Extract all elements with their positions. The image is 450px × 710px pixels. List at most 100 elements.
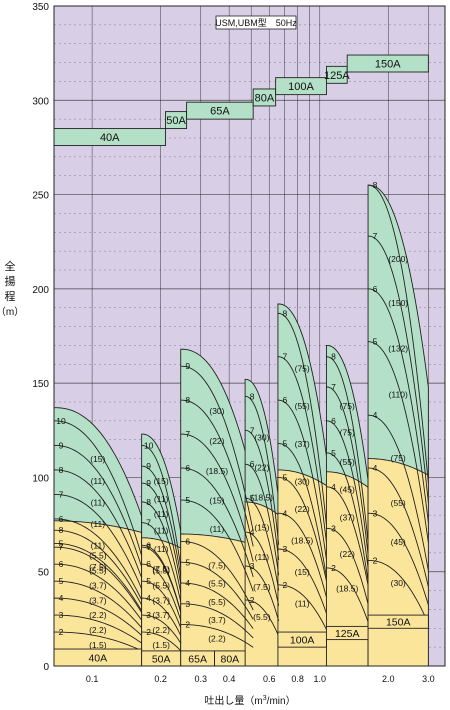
stage-number-label: 7 bbox=[250, 425, 255, 435]
stage-number-label: 8 bbox=[185, 395, 190, 405]
motor-power-label: (18.5) bbox=[206, 466, 228, 476]
bottom-size-label: 125A bbox=[335, 628, 360, 640]
stage-number-label: 5 bbox=[146, 576, 151, 586]
x-tick-label: 3.0 bbox=[422, 674, 435, 684]
motor-power-label: (11) bbox=[91, 497, 106, 507]
performance-curve bbox=[368, 467, 429, 587]
motor-power-label: (55) bbox=[340, 457, 355, 467]
performance-curve bbox=[180, 541, 254, 611]
performance-curve bbox=[368, 341, 429, 543]
motor-power-label: (11) bbox=[154, 494, 169, 504]
y-axis-unit: （m） bbox=[0, 306, 24, 318]
size-label-box bbox=[275, 77, 327, 96]
performance-curve bbox=[141, 563, 182, 621]
size-label: 65A bbox=[210, 106, 230, 118]
stage-number-label: 8 bbox=[146, 497, 151, 507]
stage-number-label: 7 bbox=[146, 542, 151, 552]
motor-power-label: (75) bbox=[340, 427, 355, 437]
stage-number-label: 6 bbox=[146, 540, 151, 550]
performance-curve bbox=[180, 561, 254, 620]
y-tick-label: 50 bbox=[38, 568, 50, 579]
performance-curve bbox=[326, 452, 369, 581]
performance-curve bbox=[53, 542, 143, 612]
size-label: 100A bbox=[288, 81, 314, 93]
performance-curve bbox=[326, 420, 369, 569]
motor-power-label: (11) bbox=[154, 509, 169, 519]
motor-power-label: (15) bbox=[295, 567, 310, 577]
stage-number-label: 6 bbox=[373, 284, 378, 294]
stage-number-label: 2 bbox=[146, 627, 151, 637]
motor-power-label: (30) bbox=[209, 406, 224, 416]
size-label: 125A bbox=[324, 70, 350, 82]
y-tick-label: 250 bbox=[32, 191, 49, 202]
motor-power-label: (22) bbox=[295, 504, 310, 514]
y-axis-title-char-3: 程 bbox=[5, 290, 16, 303]
performance-curve bbox=[368, 559, 429, 624]
y-tick-label: 350 bbox=[32, 2, 49, 13]
y-axis-title: 全 揚 程 （m） bbox=[0, 259, 24, 318]
motor-power-label: (1.5) bbox=[89, 640, 107, 650]
stage-number-label: 3 bbox=[373, 508, 378, 518]
bottom-size-label: 80A bbox=[220, 653, 239, 665]
x-tick-label: 2.0 bbox=[382, 674, 395, 684]
size-label-box bbox=[252, 88, 277, 107]
performance-curve bbox=[245, 463, 280, 576]
performance-curve bbox=[245, 395, 280, 545]
high-head-region bbox=[277, 303, 327, 487]
motor-power-label: (18.5) bbox=[251, 492, 273, 502]
size-label: 80A bbox=[255, 92, 275, 104]
y-axis-title-char-1: 全 bbox=[5, 259, 16, 273]
stage-number-label: 5 bbox=[59, 576, 64, 586]
performance-curve bbox=[368, 414, 429, 571]
motor-power-label: (11) bbox=[91, 519, 106, 529]
motor-power-label: (5.5) bbox=[253, 612, 271, 622]
motor-power-label: (55) bbox=[391, 498, 406, 508]
y-tick-label: 100 bbox=[32, 473, 49, 484]
motor-power-label: (3.7) bbox=[152, 595, 170, 605]
motor-power-label: (37) bbox=[340, 512, 355, 522]
performance-curve bbox=[277, 512, 327, 598]
bottom-size-label: 65A bbox=[188, 653, 207, 665]
performance-curve bbox=[53, 631, 142, 652]
stage-number-label: 5 bbox=[331, 448, 336, 458]
motor-power-label: (2.2) bbox=[89, 625, 107, 635]
performance-curve bbox=[53, 493, 143, 589]
performance-curve bbox=[53, 580, 142, 629]
high-head-region bbox=[325, 344, 369, 488]
motor-power-label: (132) bbox=[388, 344, 408, 354]
stage-number-label: 6 bbox=[59, 559, 64, 569]
x-tick-label: 0.2 bbox=[154, 674, 167, 684]
stage-number-label: 7 bbox=[59, 542, 64, 552]
x-tick-label: 0.6 bbox=[263, 674, 276, 684]
motor-power-label: (2.2) bbox=[89, 610, 107, 620]
motor-power-label: (22) bbox=[209, 436, 224, 446]
stage-number-label: 6 bbox=[283, 395, 288, 405]
performance-curve bbox=[245, 531, 280, 606]
motor-power-label: (18.5) bbox=[336, 584, 358, 594]
stage-number-label: 4 bbox=[59, 593, 64, 603]
stage-number-label: 5 bbox=[185, 495, 190, 505]
motor-power-label: (3.7) bbox=[208, 615, 226, 625]
stage-number-label: 6 bbox=[59, 514, 64, 524]
stage-number-label: 2 bbox=[283, 580, 288, 590]
stage-number-label: 6 bbox=[250, 459, 255, 469]
performance-curve bbox=[141, 522, 182, 602]
performance-curve bbox=[277, 584, 327, 630]
motor-power-label: (110) bbox=[389, 389, 408, 399]
x-axis-title-sup: 3 bbox=[263, 695, 267, 702]
x-tick-label: 1.0 bbox=[313, 674, 326, 684]
performance-curve bbox=[180, 603, 254, 639]
motor-power-label: (37) bbox=[295, 439, 310, 449]
size-label-box bbox=[346, 54, 429, 73]
motor-power-label: (22) bbox=[254, 463, 269, 473]
size-label-box bbox=[186, 101, 254, 120]
stage-number-label: 3 bbox=[331, 523, 336, 533]
motor-power-label: (5.5) bbox=[89, 565, 107, 575]
performance-curve bbox=[180, 499, 254, 592]
performance-curve bbox=[141, 597, 182, 636]
motor-power-label: (75) bbox=[295, 363, 310, 373]
performance-curve bbox=[245, 565, 280, 622]
performance-curve bbox=[180, 582, 254, 629]
